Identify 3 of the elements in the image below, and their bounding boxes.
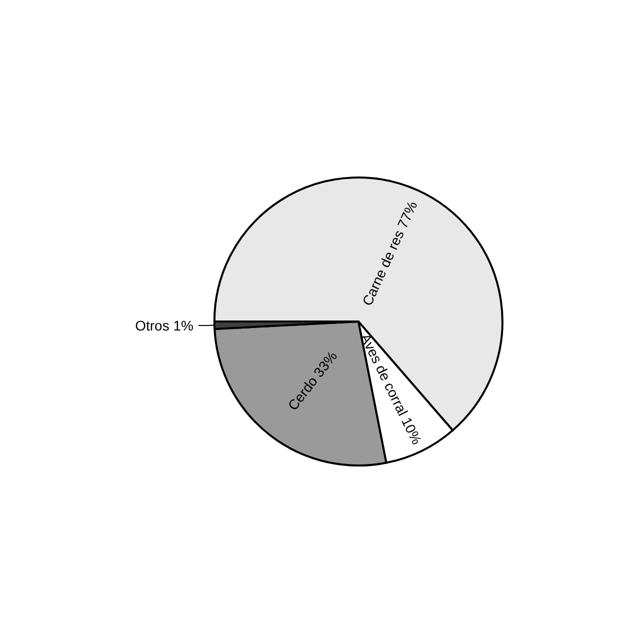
slice-label: Otros 1% [135,317,194,334]
slice-label: Aves de corral 10% [358,330,426,447]
slice-label: Carne de res 77% [358,198,420,308]
